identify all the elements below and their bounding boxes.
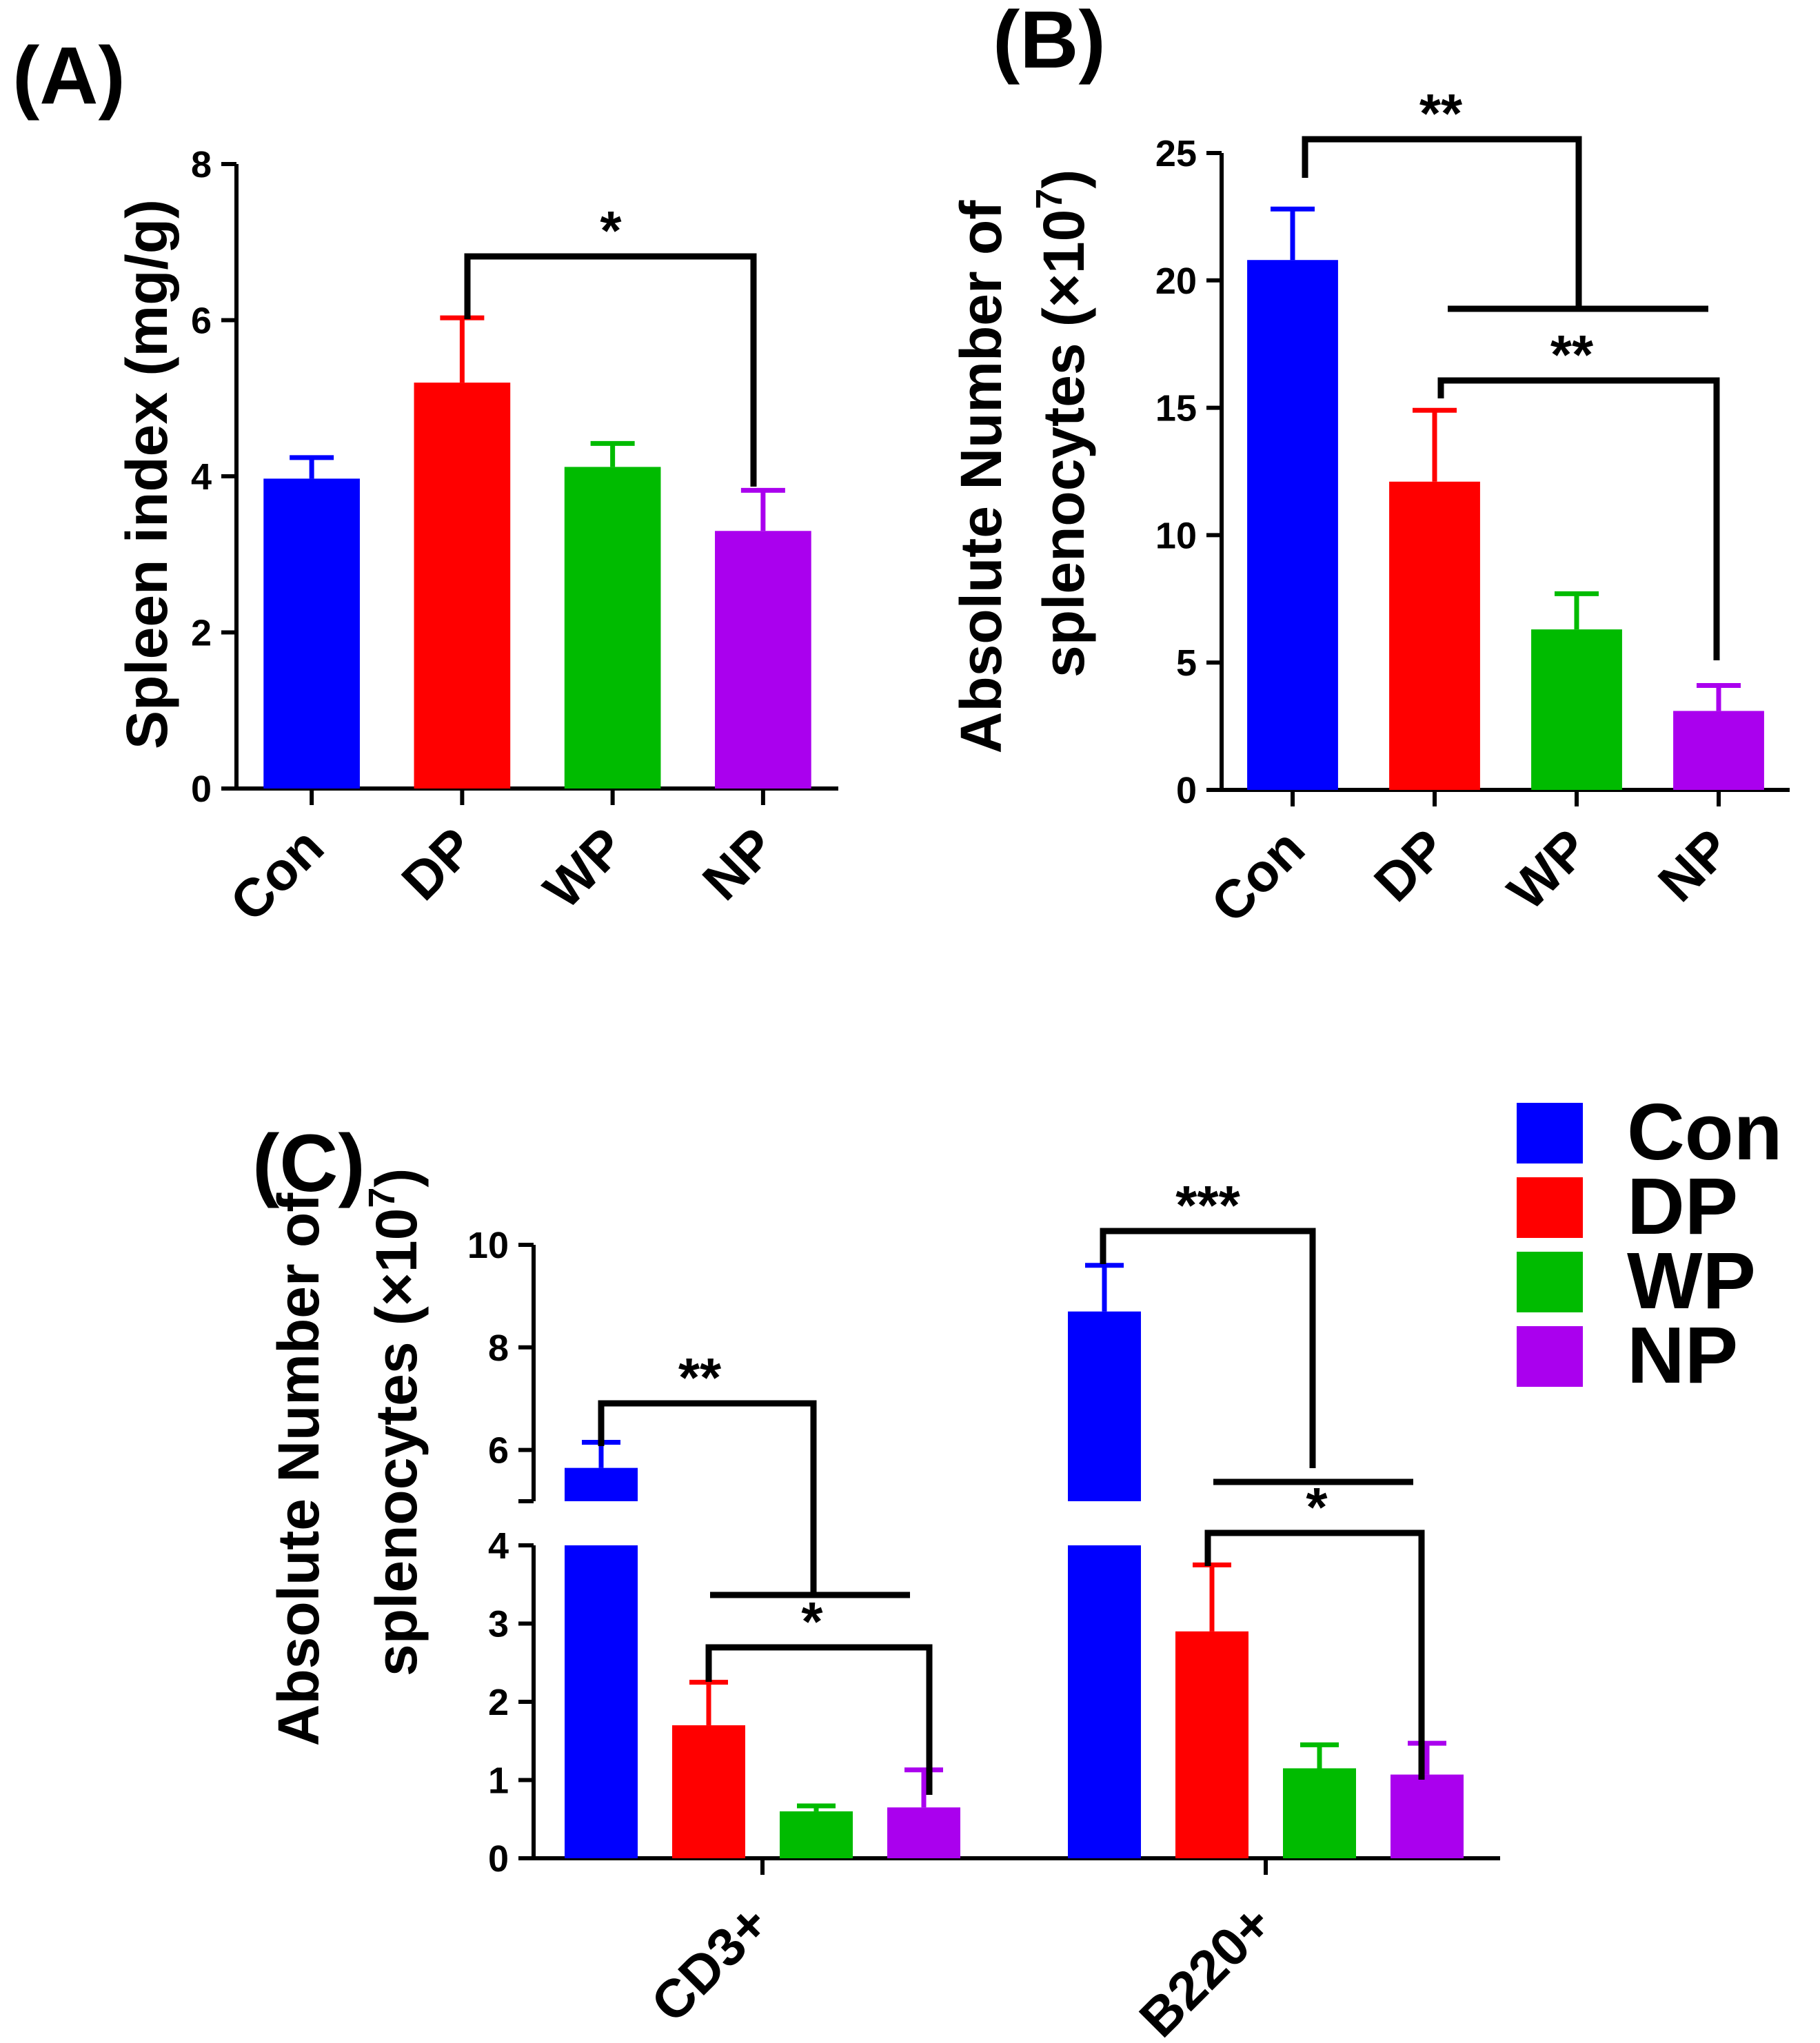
y-tick-label: 6	[191, 301, 212, 342]
x-tick-label-b220pos: B220+	[1128, 1893, 1284, 2043]
x-tick-label-np: NP	[1646, 817, 1742, 913]
bar-dp	[1175, 1631, 1248, 1858]
panel-c-b220-sig-label-1: ***	[1175, 1175, 1240, 1236]
panel-c-ylabel-close: )	[364, 1168, 429, 1188]
x-tick-label-wp: WP	[532, 816, 636, 920]
panel-b-ylabel: Absolute Number of splenocytes (×107)	[949, 170, 1096, 754]
bar-con	[1247, 260, 1338, 790]
y-tick-label: 4	[488, 1525, 509, 1567]
panel-a-ylabel: Spleen index (mg/g)	[114, 199, 179, 749]
bar-con-upper	[1068, 1311, 1141, 1501]
y-tick-label: 3	[488, 1604, 509, 1645]
y-tick-label: 4	[191, 456, 212, 498]
legend-swatch-dp	[1517, 1177, 1583, 1238]
panel-c-b220-sig-bracket-1	[1100, 1228, 1316, 1468]
panel-c-cd3-sig-bracket-2	[705, 1644, 933, 1795]
y-tick-label: 1	[488, 1760, 509, 1802]
panel-a-sig-bracket	[464, 253, 757, 487]
panel-b-ylabel-main: splenocytes (×10	[1031, 210, 1096, 678]
bar-con-lower	[565, 1545, 638, 1858]
panel-b-ylabel-line1: Absolute Number of	[949, 200, 1013, 754]
y-tick-label: 20	[1155, 261, 1197, 302]
y-tick-label: 0	[488, 1838, 509, 1880]
y-tick-label: 10	[1155, 515, 1197, 556]
y-tick-label: 15	[1155, 388, 1197, 429]
panel-c-b220-sig-label-2: *	[1306, 1476, 1328, 1538]
legend-label-dp: DP	[1627, 1161, 1738, 1251]
panel-c-label: (C)	[252, 1118, 365, 1209]
panel-c-cd3-sig-bracket-1	[598, 1400, 817, 1595]
panel-b: (B) Absolute Number of splenocytes (×107…	[949, 0, 1790, 934]
panel-b-ylabel-close: )	[1031, 170, 1096, 189]
x-tick-label-dp: DP	[390, 816, 486, 912]
bar-wp	[1283, 1768, 1356, 1858]
bar-np	[887, 1807, 960, 1858]
x-tick-label-dp: DP	[1362, 817, 1458, 913]
panel-b-label: (B)	[993, 0, 1106, 85]
x-tick-label-cd3pos: CD3+	[639, 1893, 780, 2034]
panel-b-sig-bracket-2	[1437, 377, 1720, 660]
x-tick-label-wp: WP	[1496, 817, 1600, 922]
bar-np	[1673, 711, 1764, 790]
panel-a-sig-label: *	[600, 200, 622, 261]
y-tick-label: 5	[1176, 642, 1197, 684]
y-tick-label: 0	[1176, 770, 1197, 811]
panel-b-ylabel-line2: splenocytes (×107)	[1029, 170, 1096, 678]
y-tick-label: 8	[488, 1328, 509, 1369]
panel-b-sig-label-1: **	[1419, 83, 1463, 144]
y-tick-label: 8	[191, 144, 212, 185]
legend-swatch-con	[1517, 1103, 1583, 1163]
bar-np	[715, 531, 811, 789]
y-tick-label: 2	[488, 1682, 509, 1723]
legend-label-wp: WP	[1627, 1236, 1756, 1325]
panel-c-b220-sig-bracket-2	[1204, 1529, 1425, 1780]
legend-swatch-np	[1517, 1326, 1583, 1387]
bar-con-upper	[565, 1467, 638, 1501]
panel-c-cd3-sig-label-2: *	[801, 1591, 823, 1652]
bar-dp	[1389, 481, 1480, 790]
panel-c-ylabel-exp: 7	[361, 1188, 403, 1208]
panel-c-ylabel-line1: Absolute Number of	[266, 1192, 331, 1747]
x-tick-label-con: Con	[1200, 817, 1316, 934]
panel-c-ylabel-main: splenocytes (×10	[364, 1208, 429, 1676]
y-tick-label: 25	[1155, 133, 1197, 174]
y-tick-label: 0	[191, 769, 212, 810]
bar-np	[1391, 1774, 1464, 1858]
x-tick-label-np: NP	[691, 816, 787, 912]
bar-con	[263, 478, 360, 789]
y-tick-label: 10	[467, 1225, 509, 1266]
bar-wp	[780, 1811, 853, 1858]
bar-dp	[672, 1725, 745, 1858]
panel-a-label: (A)	[12, 30, 125, 121]
panel-b-sig-label-2: **	[1550, 324, 1594, 385]
legend-label-np: NP	[1627, 1310, 1738, 1400]
panel-b-sig-bracket-1	[1302, 136, 1582, 309]
bar-wp	[1531, 629, 1622, 790]
y-tick-label: 2	[191, 613, 212, 654]
legend-swatch-wp	[1517, 1252, 1583, 1312]
panel-c-cd3-sig-label-1: **	[678, 1347, 722, 1408]
panel-b-ylabel-exp: 7	[1029, 189, 1070, 210]
panel-c-ylabel: Absolute Number of splenocytes (×107)	[266, 1168, 429, 1747]
bar-wp	[564, 467, 661, 789]
legend-label-con: Con	[1627, 1087, 1783, 1177]
bar-con-lower	[1068, 1545, 1141, 1858]
panel-c: (C) Absolute Number of splenocytes (×107…	[252, 1087, 1783, 2043]
x-tick-label-con: Con	[219, 816, 335, 933]
bar-dp	[414, 383, 511, 789]
y-tick-label: 6	[488, 1430, 509, 1472]
panel-c-ylabel-line2: splenocytes (×107)	[361, 1168, 429, 1676]
